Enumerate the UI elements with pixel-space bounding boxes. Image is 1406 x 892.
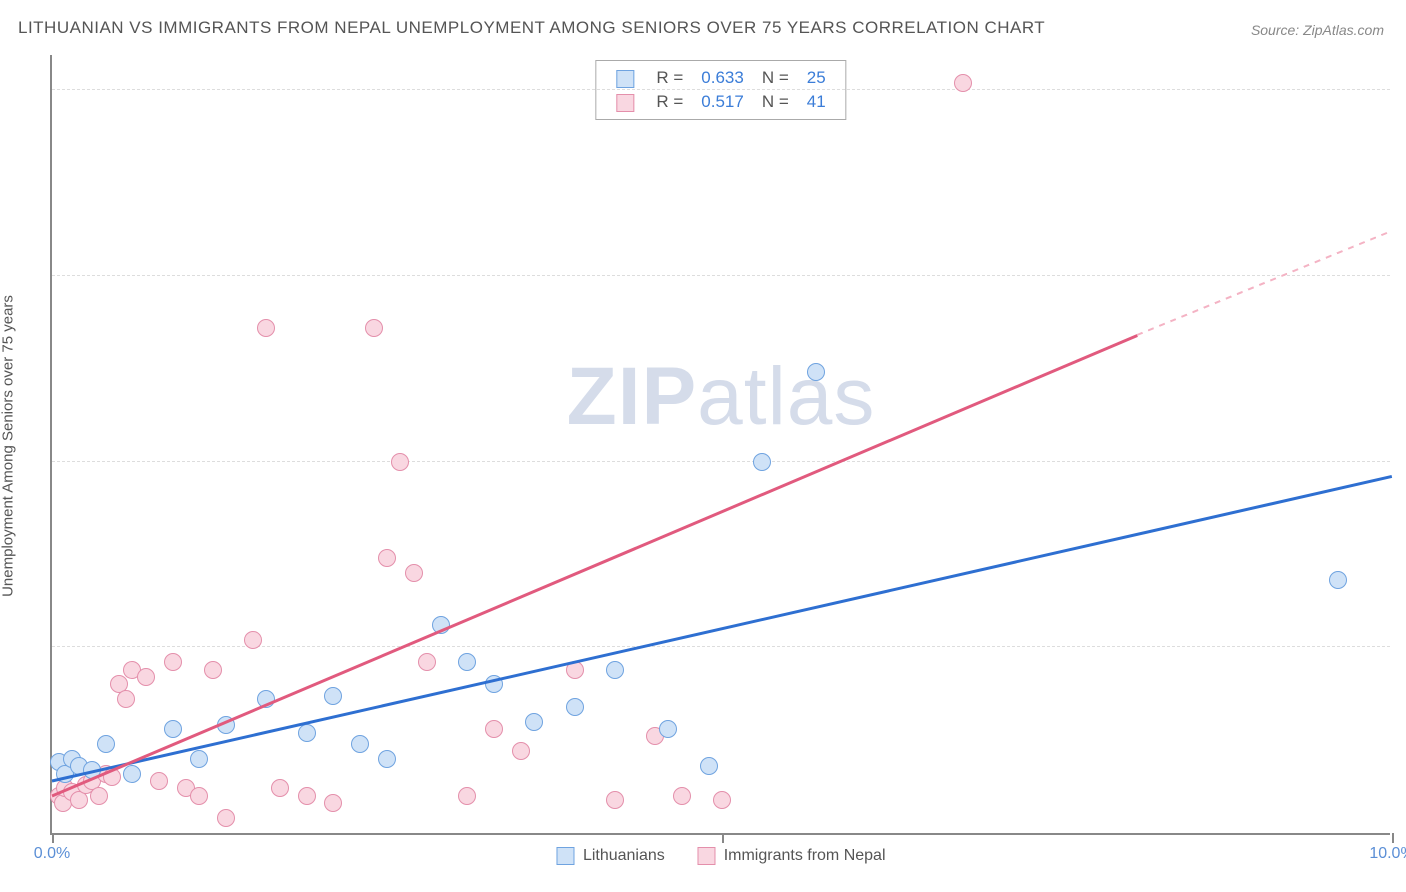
watermark: ZIPatlas (567, 350, 876, 444)
scatter-point (512, 742, 530, 760)
scatter-point (458, 653, 476, 671)
scatter-point (525, 713, 543, 731)
swatch-series-0-bottom (556, 847, 574, 865)
scatter-point (418, 653, 436, 671)
y-tick-label: 50.0% (1400, 453, 1406, 471)
scatter-point (217, 809, 235, 827)
watermark-zip: ZIP (567, 351, 698, 442)
grid-line (52, 461, 1390, 462)
scatter-point (190, 750, 208, 768)
scatter-point (298, 724, 316, 742)
scatter-point (485, 720, 503, 738)
scatter-point (700, 757, 718, 775)
bottom-legend: Lithuanians Immigrants from Nepal (542, 847, 899, 865)
scatter-point (164, 653, 182, 671)
scatter-point (324, 794, 342, 812)
watermark-atlas: atlas (697, 351, 875, 442)
series-name-1: Immigrants from Nepal (724, 847, 886, 864)
source-label: Source: ZipAtlas.com (1251, 22, 1384, 38)
scatter-point (298, 787, 316, 805)
scatter-point (271, 779, 289, 797)
scatter-point (378, 750, 396, 768)
scatter-point (90, 787, 108, 805)
trend-line (51, 334, 1138, 797)
swatch-series-1-bottom (697, 847, 715, 865)
scatter-point (378, 549, 396, 567)
grid-line (52, 89, 1390, 90)
scatter-point (673, 787, 691, 805)
scatter-point (405, 564, 423, 582)
legend-item-1: Immigrants from Nepal (697, 847, 885, 865)
x-tick (722, 833, 724, 843)
scatter-point (954, 74, 972, 92)
scatter-point (659, 720, 677, 738)
y-tick-label: 25.0% (1400, 638, 1406, 656)
scatter-point (807, 363, 825, 381)
scatter-point (204, 661, 222, 679)
trend-line (1137, 230, 1392, 336)
scatter-point (123, 765, 141, 783)
stats-row-series-0: R = 0.633 N = 25 (608, 67, 833, 89)
y-tick-label: 75.0% (1400, 267, 1406, 285)
scatter-point (606, 791, 624, 809)
y-tick-label: 100.0% (1400, 81, 1406, 99)
scatter-point (150, 772, 168, 790)
scatter-point (244, 631, 262, 649)
swatch-series-0 (616, 70, 634, 88)
scatter-point (117, 690, 135, 708)
x-tick (52, 833, 54, 843)
scatter-point (1329, 571, 1347, 589)
scatter-point (351, 735, 369, 753)
n-value-0: 25 (799, 67, 834, 89)
plot-area: ZIPatlas R = 0.633 N = 25 R = 0.517 N = … (50, 55, 1390, 835)
r-value-1: 0.517 (693, 91, 752, 113)
n-value-1: 41 (799, 91, 834, 113)
scatter-point (190, 787, 208, 805)
chart-container: LITHUANIAN VS IMMIGRANTS FROM NEPAL UNEM… (0, 0, 1406, 892)
scatter-point (391, 453, 409, 471)
y-axis-label: Unemployment Among Seniors over 75 years (0, 295, 17, 597)
scatter-point (137, 668, 155, 686)
series-name-0: Lithuanians (583, 847, 665, 864)
trend-line (52, 475, 1393, 782)
grid-line (52, 275, 1390, 276)
stats-row-series-1: R = 0.517 N = 41 (608, 91, 833, 113)
scatter-point (458, 787, 476, 805)
scatter-point (164, 720, 182, 738)
n-prefix: N = (762, 92, 789, 111)
scatter-point (97, 735, 115, 753)
legend-item-0: Lithuanians (556, 847, 664, 865)
scatter-point (713, 791, 731, 809)
n-prefix: N = (762, 68, 789, 87)
r-prefix: R = (656, 92, 683, 111)
scatter-point (324, 687, 342, 705)
scatter-point (257, 319, 275, 337)
x-tick (1392, 833, 1394, 843)
swatch-series-1 (616, 94, 634, 112)
scatter-point (753, 453, 771, 471)
x-tick-label: 10.0% (1369, 845, 1406, 863)
r-prefix: R = (656, 68, 683, 87)
scatter-point (606, 661, 624, 679)
scatter-point (365, 319, 383, 337)
r-value-0: 0.633 (693, 67, 752, 89)
chart-title: LITHUANIAN VS IMMIGRANTS FROM NEPAL UNEM… (18, 18, 1045, 38)
x-tick-label: 0.0% (34, 845, 70, 863)
scatter-point (566, 698, 584, 716)
